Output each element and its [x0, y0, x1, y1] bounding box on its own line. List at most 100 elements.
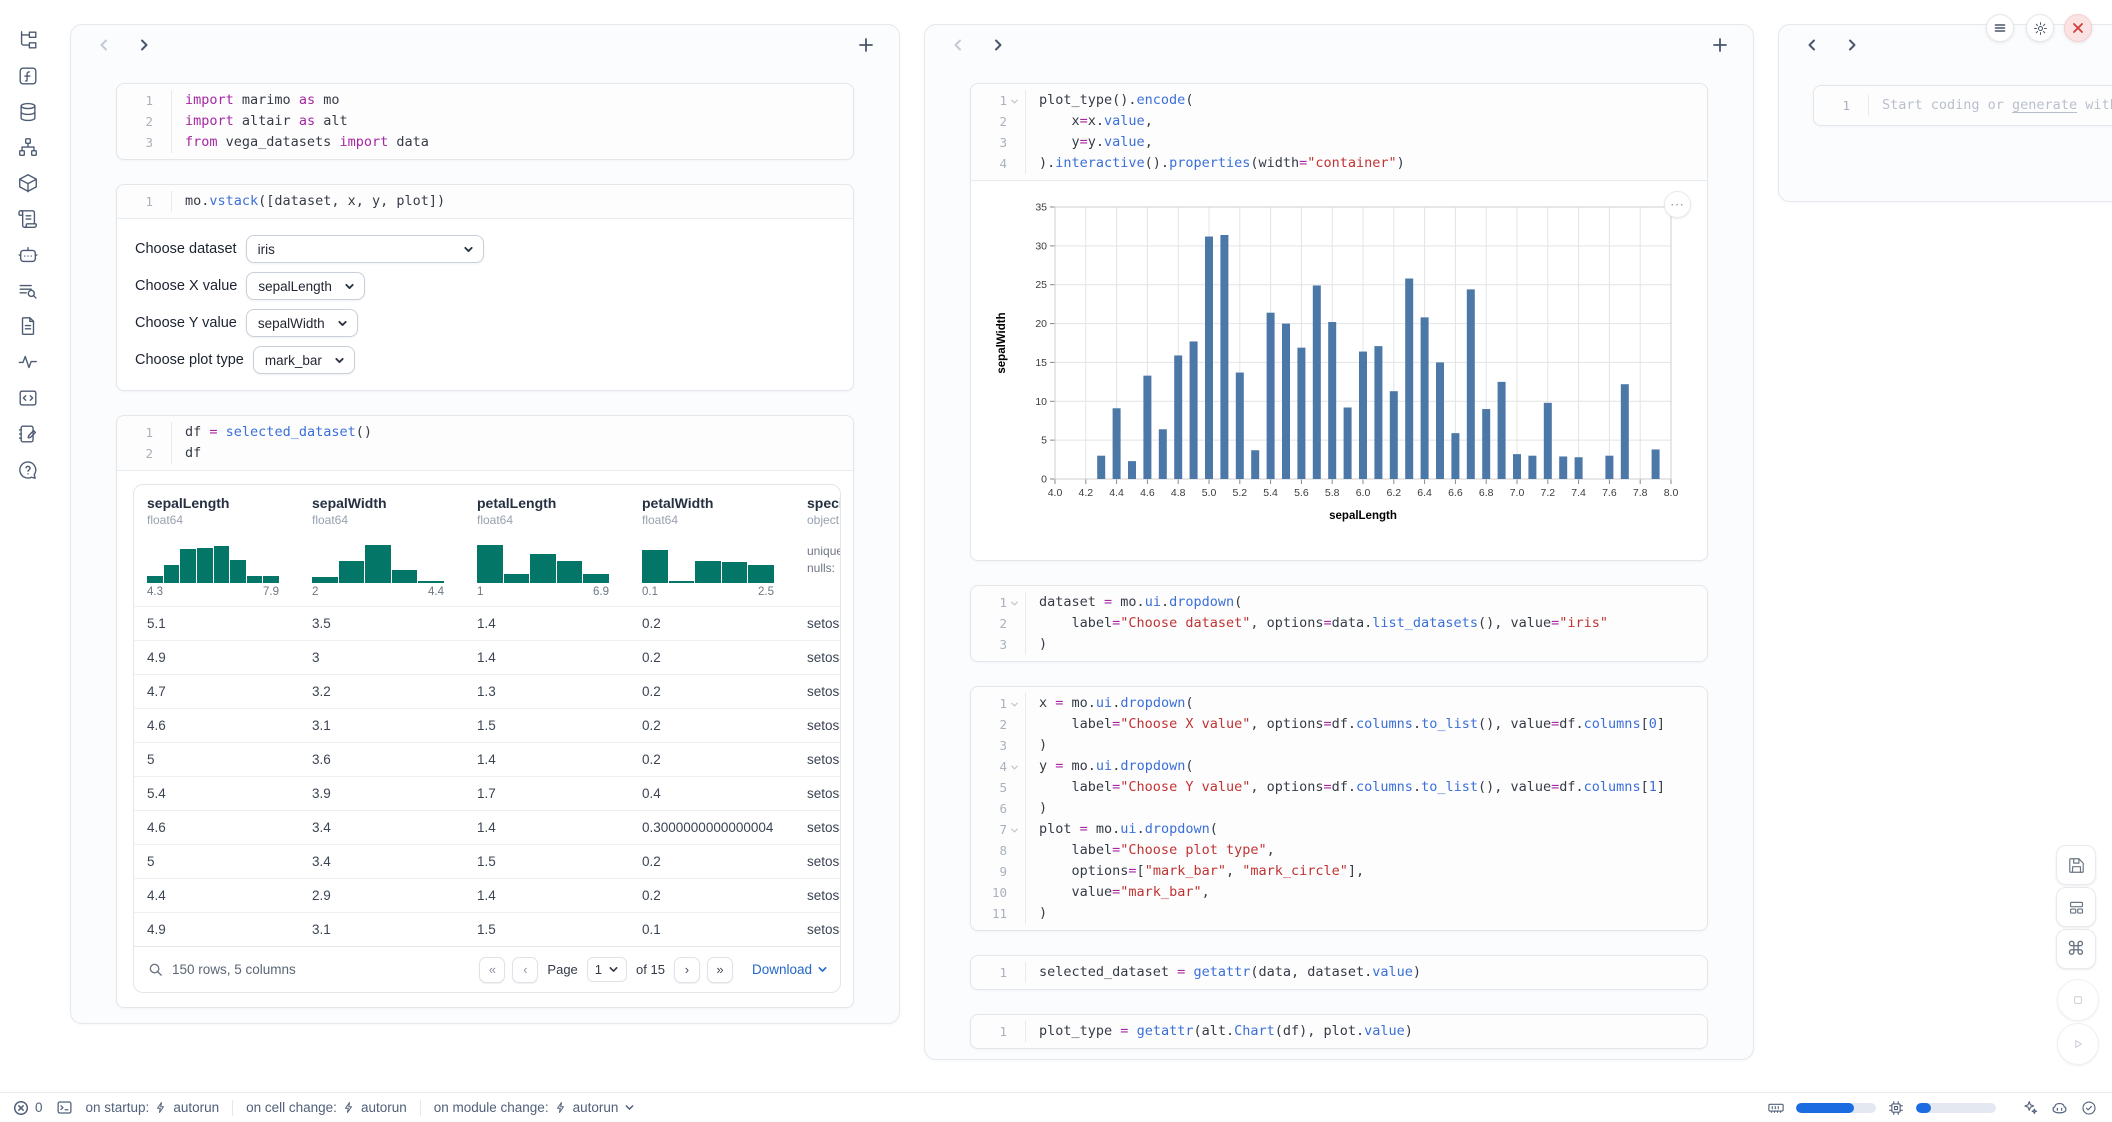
fold-chevron-icon[interactable]: [1010, 826, 1019, 835]
code-cell-vstack[interactable]: 1mo.vstack([dataset, x, y, plot]) Choose…: [116, 184, 854, 391]
code-line[interactable]: 2 label="Choose dataset", options=data.l…: [971, 613, 1707, 634]
column-next-button[interactable]: [1839, 32, 1865, 58]
code-line[interactable]: 3from vega_datasets import data: [117, 132, 853, 153]
sidebar-item-snippets[interactable]: [8, 382, 48, 414]
menu-button[interactable]: [1986, 14, 2014, 42]
sidebar-item-documentation[interactable]: [8, 310, 48, 342]
autorun-config-2[interactable]: on module change:autorun: [434, 1100, 636, 1115]
column-header-sepalLength[interactable]: sepalLengthfloat644.37.9: [134, 495, 299, 598]
first-page-button[interactable]: «: [479, 957, 505, 983]
sidebar-item-tracing[interactable]: [8, 346, 48, 378]
code-line[interactable]: 1plot_type().encode(: [971, 90, 1707, 111]
dropdown-select-choose-dataset[interactable]: iris: [246, 235, 484, 263]
empty-code-cell[interactable]: 1 Start coding or generate with: [1813, 85, 2112, 126]
fold-chevron-icon[interactable]: [1010, 700, 1019, 709]
code-line[interactable]: 1df = selected_dataset(): [117, 422, 853, 443]
close-button[interactable]: [2064, 14, 2092, 42]
next-page-button[interactable]: ›: [674, 957, 700, 983]
code-cell-xy-plot-dropdowns[interactable]: 1x = mo.ui.dropdown(2 label="Choose X va…: [970, 686, 1708, 931]
sidebar-item-packages[interactable]: [8, 167, 48, 199]
generate-link[interactable]: generate: [2012, 97, 2077, 113]
download-button[interactable]: Download: [752, 962, 828, 977]
chart-menu-button[interactable]: ⋯: [1664, 191, 1691, 218]
code-cell-dataframe[interactable]: 1df = selected_dataset()2df sepalLengthf…: [116, 415, 854, 1008]
stop-button[interactable]: [2057, 979, 2099, 1021]
code-line[interactable]: 1import marimo as mo: [117, 90, 853, 111]
code-line[interactable]: 2 label="Choose X value", options=df.col…: [971, 714, 1707, 735]
editor-placeholder[interactable]: Start coding or generate with: [1868, 95, 2112, 116]
code-cell-selected-dataset[interactable]: 1selected_dataset = getattr(data, datase…: [970, 955, 1708, 990]
code-line[interactable]: 1plot_type = getattr(alt.Chart(df), plot…: [971, 1021, 1707, 1042]
ai-sparkles-icon[interactable]: [2021, 1099, 2039, 1117]
settings-button[interactable]: [2026, 14, 2054, 42]
code-line[interactable]: 1x = mo.ui.dropdown(: [971, 693, 1707, 714]
sidebar-item-functions[interactable]: [8, 60, 48, 92]
code-line[interactable]: 1mo.vstack([dataset, x, y, plot]): [117, 191, 853, 212]
sidebar-item-datasources[interactable]: [8, 96, 48, 128]
copilot-icon[interactable]: [2050, 1098, 2069, 1117]
autorun-config-0[interactable]: on startup:autorun: [86, 1100, 220, 1115]
table-row[interactable]: 4.931.40.2setosa: [134, 640, 840, 674]
search-icon[interactable]: [148, 962, 163, 977]
sidebar-item-file-tree[interactable]: [8, 24, 48, 56]
dropdown-select-choose-plot-type[interactable]: mark_bar: [253, 346, 355, 374]
save-button[interactable]: [2056, 845, 2096, 885]
code-line[interactable]: 11): [971, 903, 1707, 924]
table-row[interactable]: 5.13.51.40.2setosa: [134, 606, 840, 640]
sidebar-item-find-in-notebook[interactable]: [8, 275, 48, 307]
last-page-button[interactable]: »: [707, 957, 733, 983]
code-cell-plot[interactable]: 1plot_type().encode(2 x=x.value,3 y=y.va…: [970, 83, 1708, 561]
dropdown-select-choose-y-value[interactable]: sepalWidth: [246, 309, 358, 337]
code-line[interactable]: 5 label="Choose Y value", options=df.col…: [971, 777, 1707, 798]
code-line[interactable]: 3): [971, 735, 1707, 756]
dropdown-select-choose-x-value[interactable]: sepalLength: [246, 272, 365, 300]
sidebar-item-dependency-graph[interactable]: [8, 131, 48, 163]
sidebar-item-scratchpad[interactable]: [8, 418, 48, 450]
code-line[interactable]: 3 y=y.value,: [971, 132, 1707, 153]
code-line[interactable]: 8 label="Choose plot type",: [971, 840, 1707, 861]
sidebar-item-ai-chat[interactable]: [8, 239, 48, 271]
code-line[interactable]: 2import altair as alt: [117, 111, 853, 132]
column-next-button[interactable]: [985, 32, 1011, 58]
code-line[interactable]: 3): [971, 634, 1707, 655]
column-prev-button[interactable]: [945, 32, 971, 58]
code-line[interactable]: 7plot = mo.ui.dropdown(: [971, 819, 1707, 840]
table-row[interactable]: 4.42.91.40.2setosa: [134, 878, 840, 912]
sidebar-item-logs[interactable]: [8, 203, 48, 235]
table-row[interactable]: 4.63.41.40.3000000000000004setosa: [134, 810, 840, 844]
connection-status-icon[interactable]: [2080, 1099, 2098, 1117]
error-count-badge[interactable]: 0: [13, 1100, 43, 1116]
code-line[interactable]: 1dataset = mo.ui.dropdown(: [971, 592, 1707, 613]
column-header-species[interactable]: speciesobjectunique:nulls:: [794, 495, 841, 598]
code-line[interactable]: 10 value="mark_bar",: [971, 882, 1707, 903]
table-row[interactable]: 4.73.21.30.2setosa: [134, 674, 840, 708]
page-select[interactable]: 1: [587, 957, 627, 982]
fold-chevron-icon[interactable]: [1010, 599, 1019, 608]
table-row[interactable]: 5.43.91.70.4setosa: [134, 776, 840, 810]
fold-chevron-icon[interactable]: [1010, 763, 1019, 772]
column-prev-button[interactable]: [91, 32, 117, 58]
add-cell-button[interactable]: [1707, 32, 1733, 58]
command-palette-button[interactable]: ⌘: [2056, 929, 2096, 969]
terminal-button[interactable]: [56, 1099, 73, 1116]
autorun-config-1[interactable]: on cell change:autorun: [246, 1100, 407, 1115]
column-header-petalWidth[interactable]: petalWidthfloat640.12.5: [629, 495, 794, 598]
code-line[interactable]: 2 x=x.value,: [971, 111, 1707, 132]
code-line[interactable]: 9 options=["mark_bar", "mark_circle"],: [971, 861, 1707, 882]
table-row[interactable]: 4.93.11.50.1setosa: [134, 912, 840, 946]
code-cell-plot-type[interactable]: 1plot_type = getattr(alt.Chart(df), plot…: [970, 1014, 1708, 1049]
fold-chevron-icon[interactable]: [1010, 97, 1019, 106]
column-prev-button[interactable]: [1799, 32, 1825, 58]
column-next-button[interactable]: [131, 32, 157, 58]
previous-page-button[interactable]: ‹: [512, 957, 538, 983]
add-cell-button[interactable]: [853, 32, 879, 58]
layout-toggle-button[interactable]: [2056, 887, 2096, 927]
sidebar-item-help[interactable]: [8, 454, 48, 486]
code-line[interactable]: 6): [971, 798, 1707, 819]
table-row[interactable]: 53.61.40.2setosa: [134, 742, 840, 776]
code-line[interactable]: 2df: [117, 443, 853, 464]
code-line[interactable]: 4).interactive().properties(width="conta…: [971, 153, 1707, 174]
column-header-sepalWidth[interactable]: sepalWidthfloat6424.4: [299, 495, 464, 598]
code-line[interactable]: 1selected_dataset = getattr(data, datase…: [971, 962, 1707, 983]
code-line[interactable]: 4y = mo.ui.dropdown(: [971, 756, 1707, 777]
